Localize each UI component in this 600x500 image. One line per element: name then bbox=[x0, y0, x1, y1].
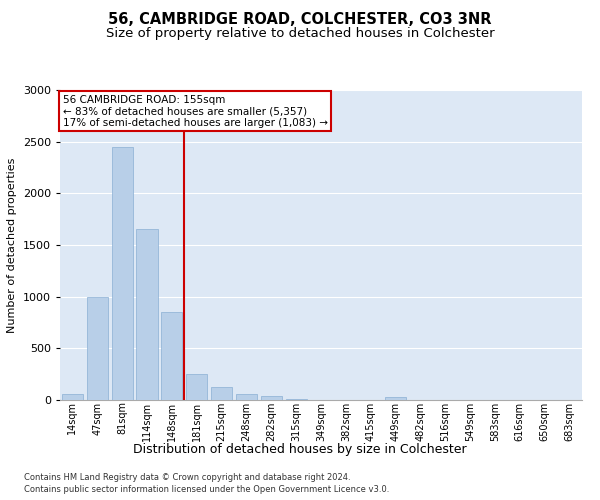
Text: Size of property relative to detached houses in Colchester: Size of property relative to detached ho… bbox=[106, 28, 494, 40]
Text: Contains public sector information licensed under the Open Government Licence v3: Contains public sector information licen… bbox=[24, 485, 389, 494]
Bar bbox=[87, 296, 108, 400]
Text: Contains HM Land Registry data © Crown copyright and database right 2024.: Contains HM Land Registry data © Crown c… bbox=[24, 472, 350, 482]
Text: Distribution of detached houses by size in Colchester: Distribution of detached houses by size … bbox=[133, 442, 467, 456]
Bar bbox=[161, 312, 182, 400]
Bar bbox=[385, 397, 406, 400]
Bar bbox=[186, 374, 207, 400]
Bar bbox=[261, 396, 282, 400]
Bar bbox=[211, 386, 232, 400]
Y-axis label: Number of detached properties: Number of detached properties bbox=[7, 158, 17, 332]
Bar bbox=[62, 394, 83, 400]
Bar bbox=[112, 147, 133, 400]
Text: 56 CAMBRIDGE ROAD: 155sqm
← 83% of detached houses are smaller (5,357)
17% of se: 56 CAMBRIDGE ROAD: 155sqm ← 83% of detac… bbox=[62, 94, 328, 128]
Bar bbox=[236, 394, 257, 400]
Bar bbox=[286, 399, 307, 400]
Bar bbox=[136, 230, 158, 400]
Text: 56, CAMBRIDGE ROAD, COLCHESTER, CO3 3NR: 56, CAMBRIDGE ROAD, COLCHESTER, CO3 3NR bbox=[108, 12, 492, 28]
